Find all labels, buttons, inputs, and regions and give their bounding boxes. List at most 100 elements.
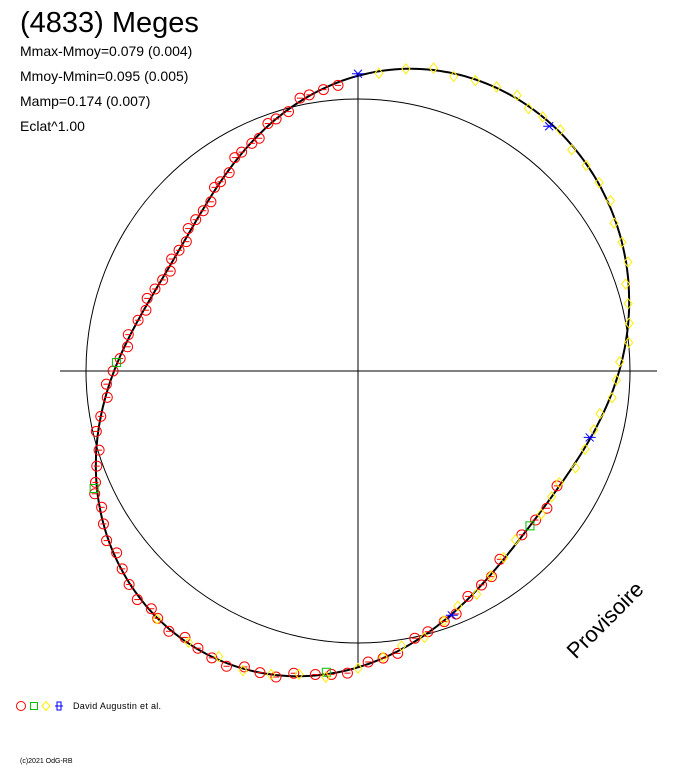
- data-point-circle: [182, 223, 194, 235]
- data-point-circle: [197, 205, 209, 217]
- stat-mmax-mmoy: Mmax-Mmoy=0.079 (0.004): [20, 43, 193, 59]
- data-point-diamond: [183, 636, 194, 649]
- legend-diamond-icon: [41, 700, 51, 712]
- data-point-square: [111, 358, 121, 368]
- data-point-circle: [96, 501, 108, 513]
- data-point-diamond: [615, 356, 625, 368]
- data-point-circle: [131, 594, 143, 606]
- data-point-circle: [392, 647, 404, 659]
- stat-eclat: Eclat^1.00: [20, 118, 85, 134]
- data-point-diamond: [396, 640, 407, 652]
- data-point-diamond: [594, 176, 604, 189]
- data-point-diamond: [617, 236, 627, 249]
- data-point-circle: [157, 274, 169, 286]
- data-point-circle: [206, 652, 218, 664]
- data-point-diamond: [555, 124, 565, 136]
- data-point-diamond: [620, 278, 631, 290]
- data-point-diamond: [512, 89, 522, 102]
- data-point-circle: [173, 244, 185, 256]
- data-point-circle: [192, 642, 204, 654]
- data-point-circle: [100, 378, 112, 390]
- data-point-circle: [166, 253, 178, 265]
- data-point-circle: [341, 667, 353, 679]
- data-point-circle: [422, 626, 434, 638]
- data-point-diamond: [538, 110, 548, 123]
- data-point-star: [352, 69, 364, 79]
- data-point-diamond: [294, 668, 304, 681]
- data-point-diamond: [428, 62, 439, 74]
- data-point-circle: [229, 152, 241, 164]
- legend: David Augustin et al.: [15, 699, 161, 713]
- data-point-diamond: [609, 217, 619, 229]
- data-point-circle: [164, 265, 176, 277]
- data-point-square: [89, 483, 99, 493]
- data-point-circle: [409, 632, 421, 644]
- data-point-diamond: [238, 664, 248, 677]
- data-point-square: [321, 667, 331, 677]
- stat-amplitude: Mamp=0.174 (0.007): [20, 93, 151, 109]
- data-point-diamond: [321, 671, 331, 684]
- data-point-circle: [123, 578, 135, 590]
- data-point-circle: [317, 84, 329, 96]
- data-point-diamond: [581, 159, 591, 172]
- data-point-diamond: [623, 256, 633, 268]
- data-point-diamond: [623, 297, 633, 310]
- data-point-circle: [180, 236, 192, 248]
- data-point-diamond: [491, 81, 502, 93]
- data-point-circle: [253, 132, 265, 144]
- stat-mmoy-mmin: Mmoy-Mmin=0.095 (0.005): [20, 68, 189, 84]
- legend-label: David Augustin et al.: [73, 701, 162, 711]
- data-point-circle: [209, 181, 221, 193]
- data-point-circle: [494, 553, 506, 565]
- data-point-diamond: [449, 70, 459, 83]
- object-title: (4833) Meges: [20, 7, 199, 39]
- data-point-diamond: [589, 424, 599, 436]
- data-point-circle: [95, 410, 107, 422]
- data-point-star: [583, 433, 596, 442]
- data-point-circle: [90, 425, 102, 437]
- data-point-circle: [476, 579, 488, 591]
- data-point-diamond: [378, 651, 388, 663]
- data-point-diamond: [536, 508, 546, 520]
- legend-circle-icon: [16, 701, 26, 711]
- data-point-diamond: [623, 336, 634, 349]
- data-point-diamond: [547, 490, 557, 503]
- data-point-circle: [107, 365, 119, 377]
- data-point-circle: [362, 656, 374, 668]
- data-point-square: [525, 521, 535, 531]
- data-point-circle: [190, 214, 202, 226]
- data-point-circle: [530, 514, 542, 526]
- copyright: (c)2021 OdG-RB: [20, 758, 73, 765]
- data-point-circle: [377, 652, 389, 664]
- data-point-diamond: [580, 443, 590, 455]
- data-point-diamond: [523, 102, 534, 115]
- data-point-diamond: [152, 613, 162, 625]
- data-point-diamond: [510, 534, 521, 546]
- data-point-circle: [122, 341, 134, 353]
- data-point-diamond: [607, 391, 617, 404]
- data-point-diamond: [570, 462, 581, 474]
- data-point-circle: [145, 603, 157, 615]
- data-point-diamond: [439, 614, 449, 627]
- data-point-circle: [111, 547, 123, 559]
- legend-star-icon: [55, 701, 63, 711]
- legend-markers: [16, 700, 63, 712]
- data-point-diamond: [605, 194, 616, 207]
- data-point-circle: [262, 118, 274, 130]
- data-point-circle: [205, 196, 217, 208]
- data-point-circle: [332, 79, 344, 91]
- data-point-circle: [116, 563, 128, 575]
- data-point-circle: [309, 668, 321, 680]
- data-points: [89, 62, 634, 684]
- data-point-diamond: [567, 143, 577, 156]
- data-point-diamond: [595, 407, 605, 420]
- data-point-diamond: [419, 631, 430, 644]
- data-point-circle: [97, 518, 109, 530]
- data-point-circle: [246, 137, 258, 149]
- data-point-circle: [215, 176, 227, 188]
- reference-circle: [85, 98, 631, 644]
- data-point-circle: [221, 660, 233, 672]
- data-point-circle: [294, 92, 306, 104]
- data-point-circle: [541, 502, 553, 514]
